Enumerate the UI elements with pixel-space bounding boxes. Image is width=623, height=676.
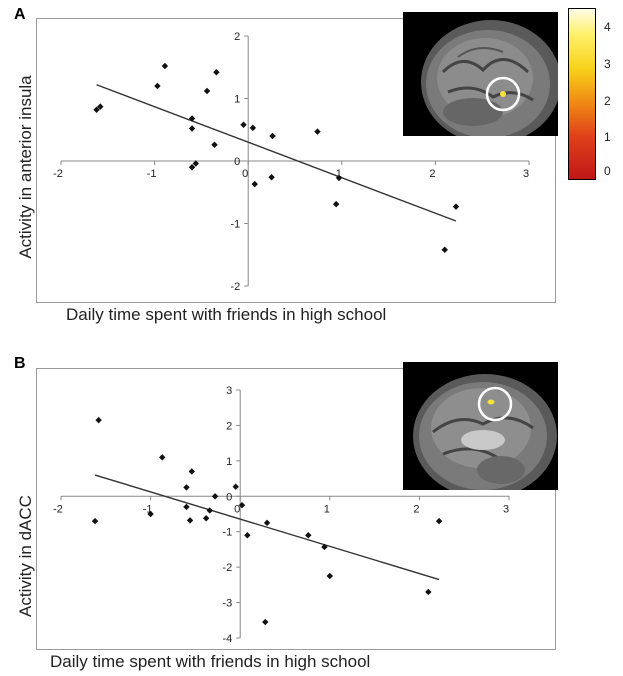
data-point bbox=[97, 103, 104, 110]
x-tick-label: 2 bbox=[429, 168, 435, 180]
x-tick-label: 2 bbox=[413, 503, 419, 515]
y-tick-label: 0 bbox=[226, 491, 232, 503]
panel-b-xlabel: Daily time spent with friends in high sc… bbox=[50, 652, 371, 671]
data-point bbox=[314, 128, 321, 135]
colorbar-label-0: 0 bbox=[604, 164, 611, 178]
data-point bbox=[213, 69, 220, 76]
data-point bbox=[425, 588, 432, 596]
x-tick-label: 1 bbox=[336, 168, 342, 180]
data-point bbox=[186, 517, 194, 524]
data-point bbox=[232, 483, 239, 490]
y-tick-label: 3 bbox=[226, 385, 232, 397]
data-point bbox=[335, 174, 343, 182]
y-tick-label: 2 bbox=[234, 31, 240, 43]
y-tick-label: -1 bbox=[222, 527, 232, 539]
data-point bbox=[441, 246, 448, 253]
data-point bbox=[240, 121, 247, 128]
x-tick-label: 1 bbox=[324, 503, 330, 515]
data-point bbox=[188, 125, 196, 132]
x-tick-label: 3 bbox=[523, 168, 529, 180]
data-point bbox=[93, 106, 100, 113]
colorbar bbox=[568, 8, 596, 180]
colorbar-label-1: 1 bbox=[604, 130, 611, 144]
x-tick-label: -2 bbox=[53, 168, 63, 180]
y-tick-label: -3 bbox=[222, 598, 232, 610]
data-point bbox=[188, 115, 196, 122]
data-point bbox=[332, 200, 340, 208]
data-point bbox=[251, 180, 258, 188]
colorbar-label-4: 4 bbox=[604, 20, 611, 34]
data-point bbox=[188, 468, 196, 475]
data-point bbox=[211, 493, 219, 500]
data-point bbox=[211, 141, 218, 148]
x-tick-label: 0 bbox=[234, 503, 240, 515]
panel-a-xlabel: Daily time spent with friends in high sc… bbox=[66, 305, 387, 324]
panel-b-ylabel: Activity in dACC bbox=[16, 495, 35, 617]
data-point bbox=[305, 532, 312, 539]
y-tick-label: -4 bbox=[222, 633, 232, 645]
brain-scan-image-a bbox=[403, 12, 558, 136]
data-point bbox=[206, 507, 213, 514]
plot-frame bbox=[36, 368, 556, 650]
data-point bbox=[202, 515, 210, 522]
data-point bbox=[192, 160, 199, 167]
brain-scan-image-b bbox=[403, 362, 558, 490]
y-tick-label: 0 bbox=[234, 156, 240, 168]
data-point bbox=[262, 618, 269, 626]
plot-frame bbox=[36, 18, 556, 303]
data-point bbox=[269, 132, 276, 140]
data-point bbox=[326, 572, 333, 580]
x-tick-label: -2 bbox=[53, 503, 63, 515]
data-point bbox=[244, 532, 251, 539]
y-tick-label: -2 bbox=[222, 562, 232, 574]
data-point bbox=[203, 87, 211, 95]
colorbar-label-3: 3 bbox=[604, 57, 611, 71]
y-tick-label: 2 bbox=[226, 420, 232, 432]
data-point bbox=[263, 519, 271, 527]
y-tick-label: -1 bbox=[230, 219, 240, 231]
data-point bbox=[249, 124, 257, 132]
x-tick-label: -1 bbox=[147, 168, 157, 180]
trendline bbox=[94, 474, 440, 581]
y-tick-label: 1 bbox=[226, 456, 232, 468]
data-point bbox=[435, 517, 443, 525]
data-point bbox=[188, 164, 196, 171]
data-point bbox=[183, 484, 190, 491]
data-point bbox=[268, 174, 275, 181]
data-point bbox=[161, 62, 169, 70]
colorbar-label-2: 2 bbox=[604, 94, 611, 108]
data-point bbox=[183, 503, 190, 511]
x-tick-label: 0 bbox=[242, 168, 248, 180]
panel-b-letter: B bbox=[14, 355, 26, 372]
panel-a-ylabel: Activity in anterior insula bbox=[16, 75, 35, 259]
data-point bbox=[95, 416, 102, 424]
data-point bbox=[159, 454, 166, 461]
data-point bbox=[154, 82, 161, 90]
trendline bbox=[96, 84, 457, 222]
y-tick-label: 1 bbox=[234, 94, 240, 106]
y-tick-label: -2 bbox=[230, 281, 240, 293]
data-point bbox=[91, 517, 99, 525]
x-tick-label: 3 bbox=[503, 503, 509, 515]
data-point bbox=[147, 510, 154, 518]
x-tick-label: -1 bbox=[143, 503, 153, 515]
data-point bbox=[452, 203, 460, 210]
panel-a-scatter-plot: -2 -1 0 1 2 3 2 1 0 -1 -2 bbox=[36, 18, 556, 303]
panel-a-letter: A bbox=[14, 6, 26, 23]
